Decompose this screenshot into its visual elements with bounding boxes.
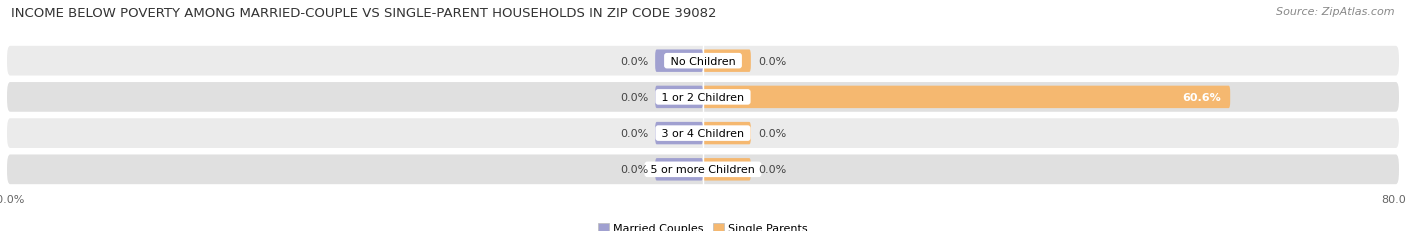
FancyBboxPatch shape [703, 50, 751, 73]
Text: 1 or 2 Children: 1 or 2 Children [658, 92, 748, 103]
Text: 60.6%: 60.6% [1182, 92, 1222, 103]
FancyBboxPatch shape [655, 158, 703, 181]
FancyBboxPatch shape [655, 122, 703, 145]
Text: 3 or 4 Children: 3 or 4 Children [658, 128, 748, 139]
FancyBboxPatch shape [7, 155, 1399, 184]
FancyBboxPatch shape [703, 86, 1230, 109]
FancyBboxPatch shape [655, 86, 703, 109]
Text: Source: ZipAtlas.com: Source: ZipAtlas.com [1277, 7, 1395, 17]
Text: 0.0%: 0.0% [620, 128, 648, 139]
Legend: Married Couples, Single Parents: Married Couples, Single Parents [596, 221, 810, 231]
Text: INCOME BELOW POVERTY AMONG MARRIED-COUPLE VS SINGLE-PARENT HOUSEHOLDS IN ZIP COD: INCOME BELOW POVERTY AMONG MARRIED-COUPL… [11, 7, 717, 20]
Text: 0.0%: 0.0% [620, 165, 648, 175]
Text: 0.0%: 0.0% [620, 56, 648, 66]
FancyBboxPatch shape [7, 47, 1399, 76]
FancyBboxPatch shape [7, 83, 1399, 112]
Text: No Children: No Children [666, 56, 740, 66]
FancyBboxPatch shape [703, 158, 751, 181]
Text: 5 or more Children: 5 or more Children [647, 165, 759, 175]
Text: 0.0%: 0.0% [758, 56, 786, 66]
FancyBboxPatch shape [7, 119, 1399, 148]
FancyBboxPatch shape [703, 122, 751, 145]
Text: 0.0%: 0.0% [620, 92, 648, 103]
Text: 0.0%: 0.0% [758, 165, 786, 175]
Text: 0.0%: 0.0% [758, 128, 786, 139]
FancyBboxPatch shape [655, 50, 703, 73]
